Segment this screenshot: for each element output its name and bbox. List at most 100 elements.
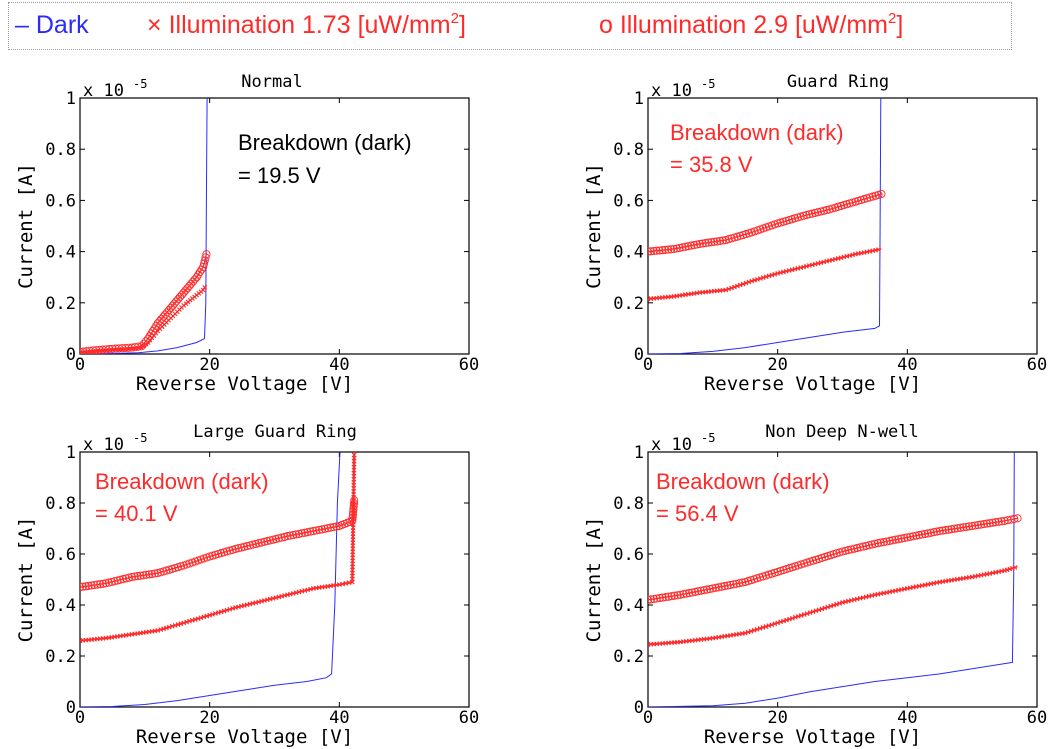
data-point [667,592,676,601]
data-point [99,579,108,588]
axis-scale-exponent: -5 [133,77,147,91]
axis-scale-exponent: -5 [701,431,715,445]
data-point [1000,516,1009,525]
y-tick-label: 0.6 [45,545,76,565]
data-point [838,547,847,556]
data-point [870,539,879,548]
y-tick-label: 1 [66,443,76,463]
data-point [669,244,678,254]
y-tick-label: 0.2 [45,294,76,314]
data-point [107,577,116,586]
data-point [87,581,96,590]
data-point [108,344,117,353]
data-point [137,342,146,351]
data-point [692,240,702,249]
data-point [926,528,935,537]
data-point [1012,565,1018,570]
data-point [145,570,154,579]
data-point [915,531,924,540]
data-point [698,239,707,248]
data-point [652,246,661,255]
data-point [900,533,909,543]
series-x [80,452,357,644]
data-point [652,594,661,603]
legend-ill2-label: Illumination 2.9 [uW/mm [619,11,888,39]
series-o [80,496,359,592]
chart-panel-1: 0 20 40 60 0 0.2 0.4 0.6 0.8 1 x 10 -5 Normal Reverse… [15,72,479,395]
data-point [717,582,726,591]
data-point [947,525,956,534]
data-point [876,247,881,252]
chart-panel-4: 0 20 40 60 0 0.2 0.4 0.6 0.8 1 x 10 -5 Non Deep N-we… [583,422,1047,748]
axis-scale-label: x 10 [83,435,124,455]
data-point [121,343,130,353]
data-point [294,529,304,538]
x-tick-label: 60 [1027,708,1047,728]
data-point [101,579,110,588]
series-line [648,517,1018,601]
data-point [348,510,357,520]
data-point [959,523,968,532]
chart-title: Non Deep N-well [765,422,919,442]
data-point [974,520,983,530]
data-point [661,245,670,254]
data-point [894,535,903,544]
series-x [648,247,882,302]
legend-ill2-marker: o [599,11,613,39]
data-point [679,590,688,599]
series-line [80,98,208,354]
data-point [85,346,94,354]
data-point [84,581,93,590]
data-point [923,529,933,538]
data-point [251,539,260,548]
data-point [711,583,720,592]
data-point [122,574,131,583]
data-point [116,575,125,584]
data-point [950,524,959,533]
data-point [88,346,98,354]
data-point [944,525,953,534]
data-point [199,262,208,272]
data-point [664,592,673,601]
data-point [93,580,102,589]
data-point [326,523,335,532]
y-tick-label: 0.6 [613,191,644,211]
data-point [699,586,709,595]
data-point [856,543,865,552]
legend-dark-marker: – [15,11,29,39]
y-tick-label: 0.4 [613,596,644,616]
data-point [873,539,882,548]
data-point [297,529,306,538]
axis-scale-label: x 10 [651,81,692,101]
data-point [929,528,938,537]
data-point [197,265,206,274]
series-line [648,98,882,354]
data-point [243,542,252,551]
data-point [685,589,694,598]
x-tick-label: 20 [767,355,787,375]
x-tick-label: 20 [767,708,787,728]
data-point [956,523,965,532]
data-point [735,579,744,588]
data-point [859,542,868,551]
data-point [90,580,99,590]
y-axis-label: Current [A] [15,517,37,643]
data-point [292,530,301,539]
data-point [131,343,140,352]
plot-frame [79,97,470,355]
data-point [673,591,682,600]
legend: – Dark × Illumination 1.73 [uW/mm2] o Il… [8,2,1012,50]
x-tick-label: 60 [1027,355,1047,375]
data-point [841,546,850,555]
plot-frame [647,97,1038,355]
y-axis-label: Current [A] [583,163,605,289]
data-point [678,243,687,252]
plot-frame [647,451,1038,708]
data-point [994,517,1003,526]
x-axis-label: Reverse Voltage [V] [704,373,921,395]
series-line [648,452,1015,707]
data-point [667,245,676,254]
data-point [92,346,101,354]
data-point [891,535,900,544]
data-point [704,238,713,247]
